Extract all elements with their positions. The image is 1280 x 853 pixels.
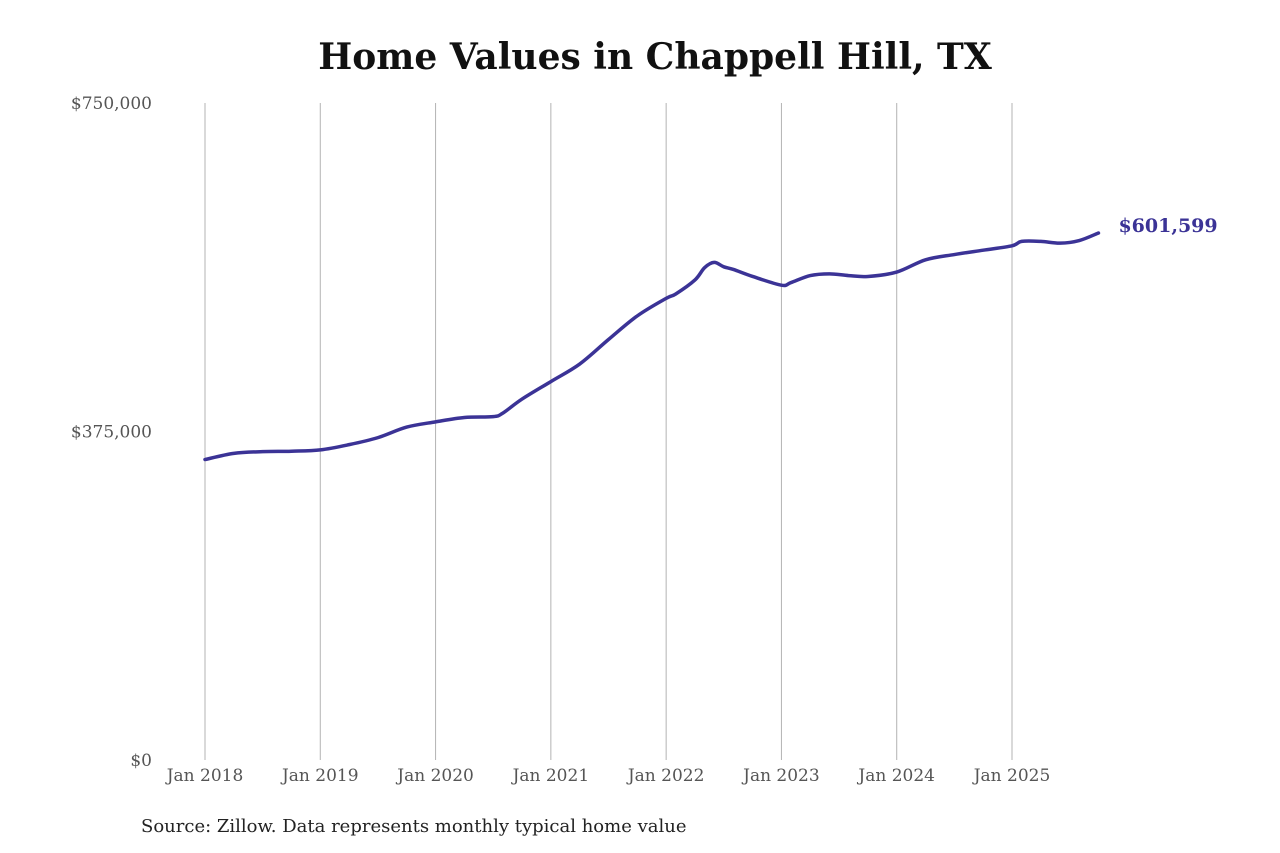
y-axis-ticks: $0 $375,000 $750,000 (71, 94, 152, 771)
x-tick-label: Jan 2018 (165, 766, 244, 786)
x-tick-label: Jan 2021 (511, 766, 590, 786)
x-tick-label: Jan 2024 (856, 766, 935, 786)
y-tick-label: $750,000 (71, 94, 152, 114)
y-tick-label: $375,000 (71, 423, 152, 443)
series-line (203, 231, 1101, 462)
y-tick-label: $0 (130, 751, 152, 771)
series-layer: $601,599 (203, 215, 1218, 462)
end-value-label: $601,599 (1118, 215, 1217, 237)
x-tick-label: Jan 2025 (972, 766, 1051, 786)
x-tick-label: Jan 2022 (626, 766, 705, 786)
chart-title: Home Values in Chappell Hill, TX (318, 36, 992, 78)
gridlines (204, 103, 1013, 760)
x-tick-label: Jan 2020 (395, 766, 474, 786)
x-tick-label: Jan 2019 (280, 766, 359, 786)
source-note: Source: Zillow. Data represents monthly … (141, 816, 687, 837)
x-tick-label: Jan 2023 (741, 766, 820, 786)
x-axis-ticks: Jan 2018 Jan 2019 Jan 2020 Jan 2021 Jan 2022… (165, 766, 1051, 786)
